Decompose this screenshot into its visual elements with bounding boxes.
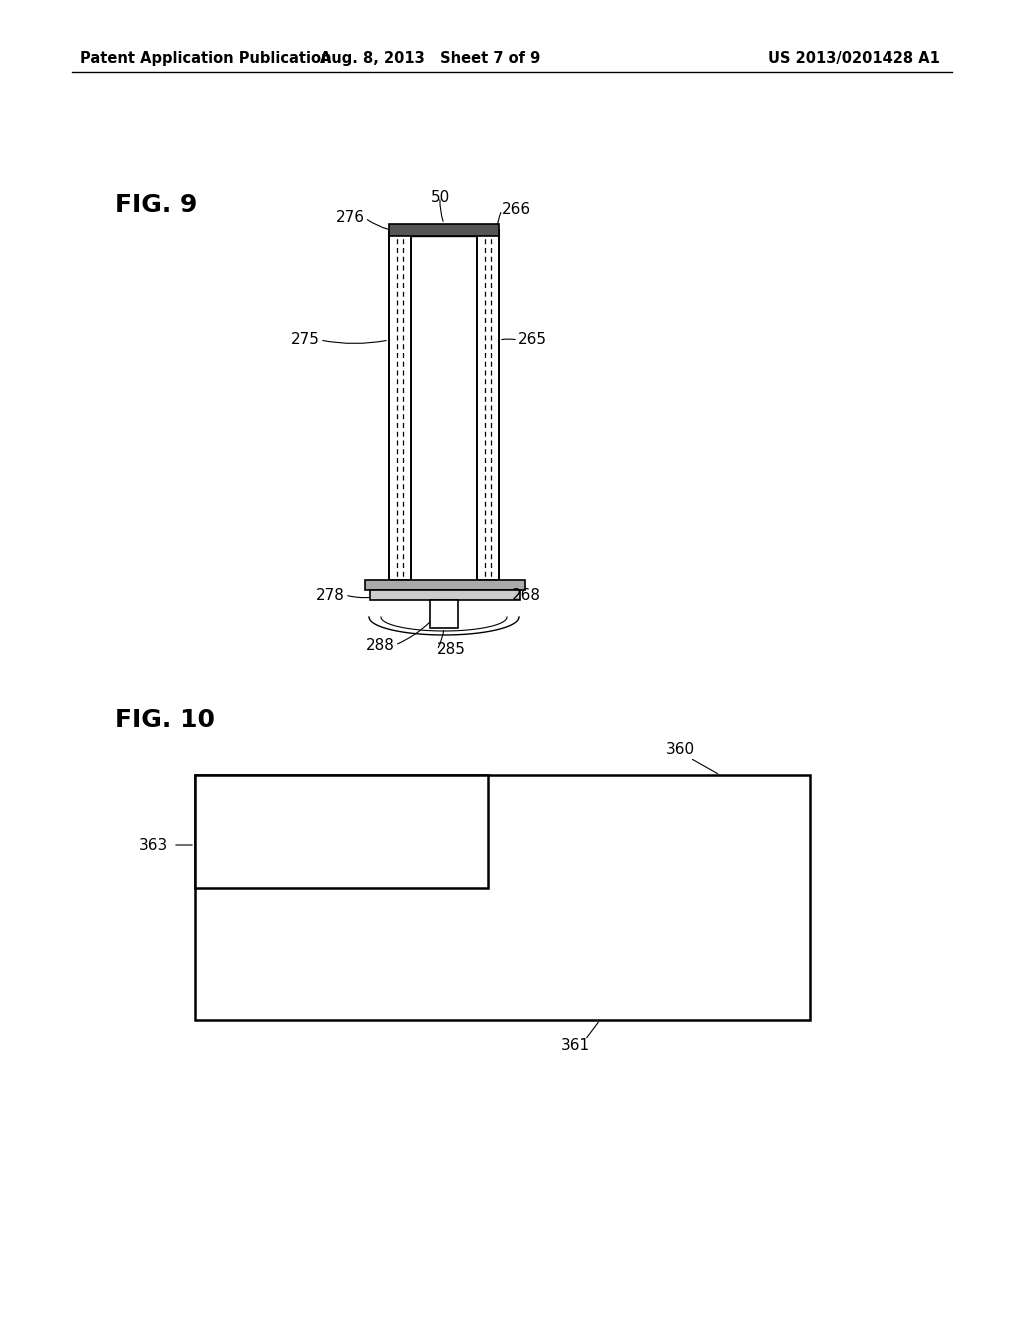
Bar <box>195 775 488 888</box>
Text: 266: 266 <box>502 202 531 218</box>
Text: 276: 276 <box>336 210 365 226</box>
Bar <box>477 230 499 579</box>
Bar <box>370 590 520 601</box>
Bar <box>389 230 411 579</box>
Text: Patent Application Publication: Patent Application Publication <box>80 50 332 66</box>
Text: 363: 363 <box>138 837 168 853</box>
Text: 278: 278 <box>316 587 345 602</box>
Text: 288: 288 <box>367 638 395 652</box>
Bar <box>430 601 458 628</box>
Text: FIG. 9: FIG. 9 <box>115 193 198 216</box>
Text: FIG. 10: FIG. 10 <box>115 708 215 733</box>
Text: US 2013/0201428 A1: US 2013/0201428 A1 <box>768 50 940 66</box>
Text: 285: 285 <box>437 643 466 657</box>
Text: 265: 265 <box>518 333 547 347</box>
Text: 268: 268 <box>512 587 541 602</box>
Bar <box>389 224 499 236</box>
Bar <box>195 775 810 1020</box>
Text: Aug. 8, 2013   Sheet 7 of 9: Aug. 8, 2013 Sheet 7 of 9 <box>319 50 540 66</box>
Text: 275: 275 <box>291 333 319 347</box>
Text: 50: 50 <box>430 190 450 205</box>
Text: 360: 360 <box>666 742 694 758</box>
Text: 361: 361 <box>560 1038 590 1052</box>
Bar <box>365 579 525 590</box>
